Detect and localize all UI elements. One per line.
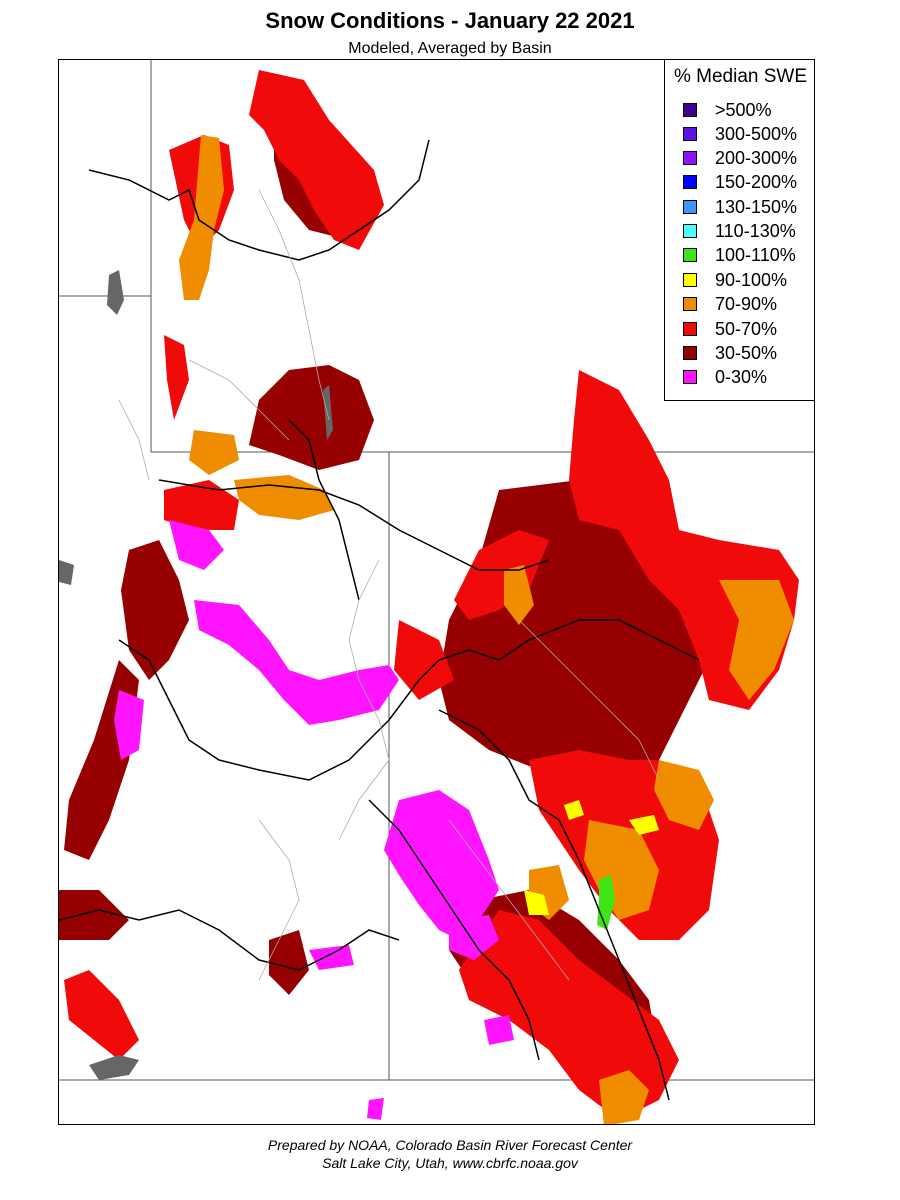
snow-region-70-90 bbox=[179, 135, 794, 1124]
legend-item: 130-150% bbox=[683, 196, 797, 218]
snow-region-0-30 bbox=[114, 520, 514, 1120]
legend-swatch bbox=[683, 127, 697, 141]
legend-swatch bbox=[683, 175, 697, 189]
legend-item: >500% bbox=[683, 99, 772, 121]
legend-item: 110-130% bbox=[683, 220, 796, 242]
legend-swatch bbox=[683, 273, 697, 287]
basin-boundaries bbox=[59, 139, 700, 1101]
legend-item: 50-70% bbox=[683, 318, 777, 340]
credit-line-1: Prepared by NOAA, Colorado Basin River F… bbox=[267, 1137, 633, 1153]
legend-item: 300-500% bbox=[683, 123, 797, 145]
legend-label: 0-30% bbox=[715, 366, 768, 387]
legend-label: 110-130% bbox=[715, 220, 796, 241]
snow-region-30-50 bbox=[59, 120, 709, 1070]
legend: % Median SWE >500% 300-500% 200-300% 150… bbox=[664, 59, 815, 401]
legend-swatch bbox=[683, 224, 697, 238]
legend-title: % Median SWE bbox=[673, 66, 808, 87]
legend-label: 50-70% bbox=[715, 318, 778, 339]
legend-label: 130-150% bbox=[715, 196, 798, 217]
map-canvas bbox=[59, 60, 814, 1124]
legend-swatch bbox=[683, 200, 697, 214]
legend-label: 90-100% bbox=[715, 269, 788, 290]
legend-item: 150-200% bbox=[683, 171, 797, 193]
legend-label: 150-200% bbox=[715, 171, 798, 192]
legend-swatch bbox=[683, 370, 697, 384]
legend-label: 30-50% bbox=[715, 342, 778, 363]
legend-swatch bbox=[683, 297, 697, 311]
legend-label: >500% bbox=[715, 99, 772, 120]
legend-label: 70-90% bbox=[715, 293, 778, 314]
legend-item: 70-90% bbox=[683, 293, 777, 315]
rivers bbox=[118, 189, 660, 981]
legend-swatch bbox=[683, 103, 697, 117]
snow-region-90-100 bbox=[524, 800, 659, 915]
legend-swatch bbox=[683, 322, 697, 336]
state-boundaries bbox=[59, 60, 814, 1081]
legend-swatch bbox=[683, 248, 697, 262]
legend-swatch bbox=[683, 346, 697, 360]
legend-label: 200-300% bbox=[715, 147, 798, 168]
legend-item: 0-30% bbox=[683, 366, 767, 388]
water-bodies bbox=[59, 270, 333, 1080]
legend-item: 30-50% bbox=[683, 342, 777, 364]
map-subtitle: Modeled, Averaged by Basin bbox=[348, 40, 552, 57]
legend-item: 200-300% bbox=[683, 147, 797, 169]
legend-label: 100-110% bbox=[715, 244, 796, 265]
legend-item: 100-110% bbox=[683, 244, 796, 266]
legend-item: 90-100% bbox=[683, 269, 787, 291]
legend-label: 300-500% bbox=[715, 123, 798, 144]
snow-region-100-110 bbox=[597, 875, 615, 930]
legend-swatch bbox=[683, 151, 697, 165]
map-title: Snow Conditions - January 22 2021 bbox=[265, 8, 635, 33]
credit-line-2: Salt Lake City, Utah, www.cbrfc.noaa.gov bbox=[322, 1155, 578, 1171]
